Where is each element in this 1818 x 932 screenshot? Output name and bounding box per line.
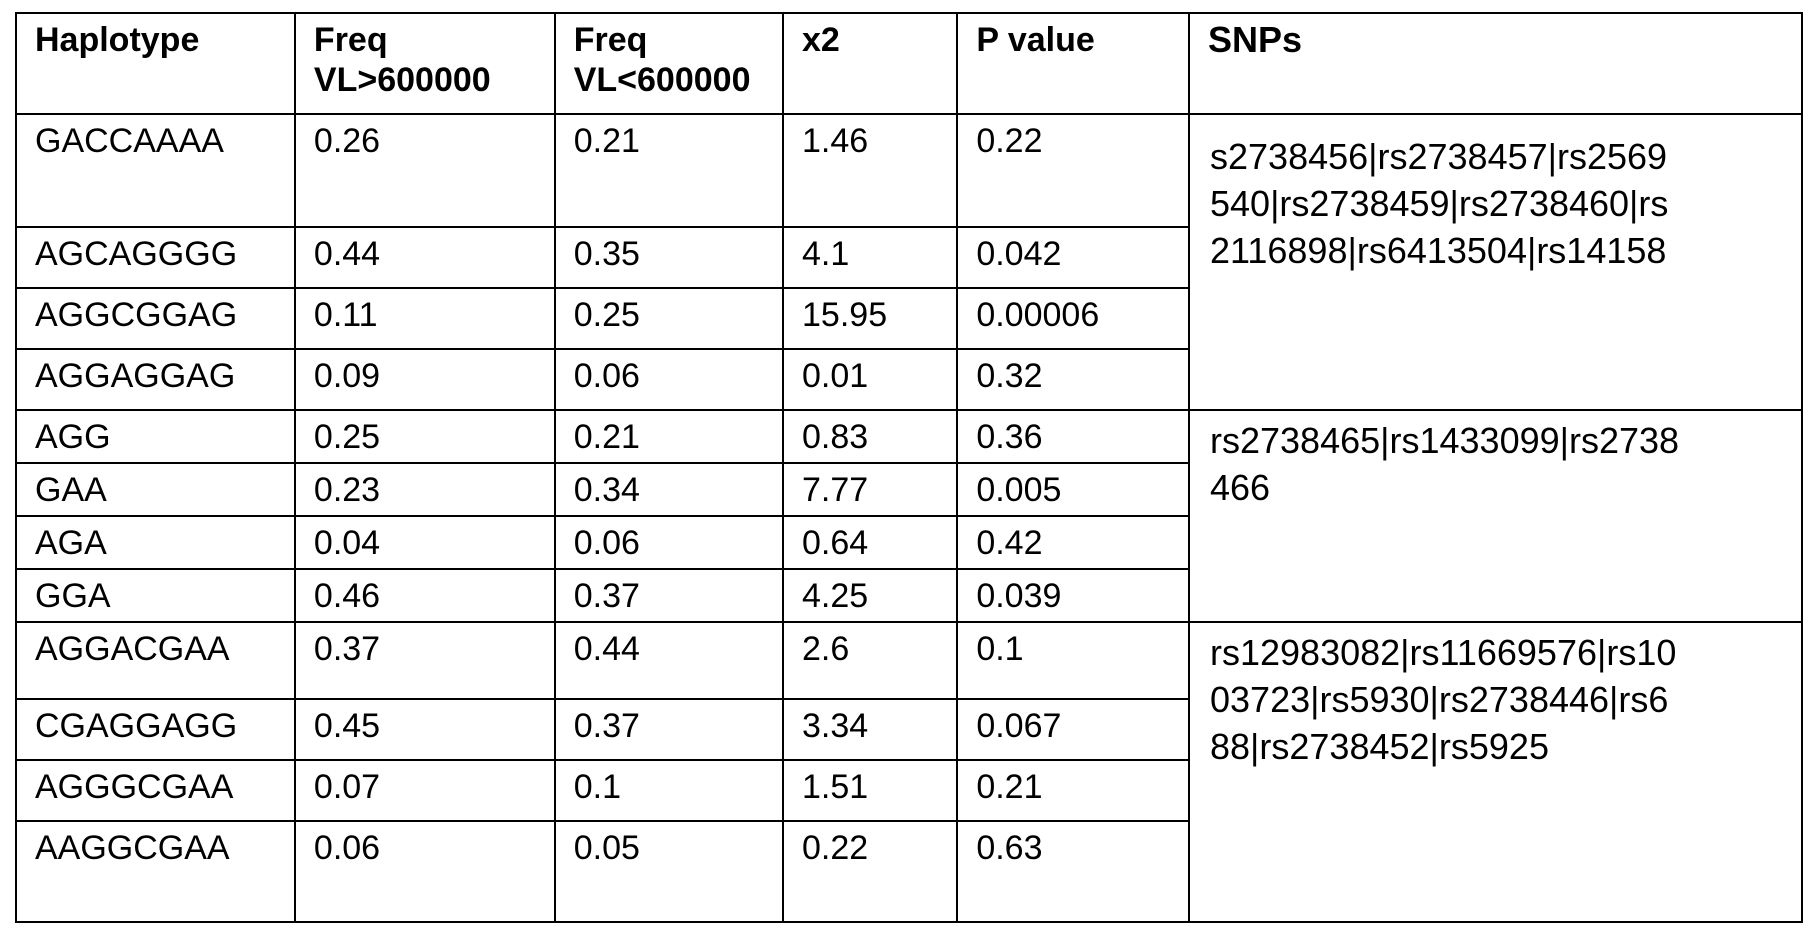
cell-haplotype: AGCAGGGG: [16, 227, 295, 288]
header-haplotype: Haplotype: [16, 13, 295, 114]
snp-group-2-line2: 466: [1210, 464, 1785, 511]
cell-freq-low: 0.21: [555, 114, 783, 227]
cell-freq-low: 0.37: [555, 569, 783, 622]
snp-group-1-line1: s2738456|rs2738457|rs2569: [1210, 133, 1785, 180]
header-freq-low: Freq VL<600000: [555, 13, 783, 114]
cell-freq-high: 0.23: [295, 463, 555, 516]
cell-haplotype: AGG: [16, 410, 295, 463]
cell-x2: 3.34: [783, 699, 957, 760]
cell-p-value: 0.22: [957, 114, 1189, 227]
cell-haplotype: AGA: [16, 516, 295, 569]
snp-group-3: rs12983082|rs11669576|rs10 03723|rs5930|…: [1189, 622, 1802, 922]
cell-freq-low: 0.21: [555, 410, 783, 463]
cell-p-value: 0.42: [957, 516, 1189, 569]
cell-haplotype: GAA: [16, 463, 295, 516]
table-row: AGG 0.25 0.21 0.83 0.36 rs2738465|rs1433…: [16, 410, 1802, 463]
cell-freq-high: 0.09: [295, 349, 555, 410]
cell-freq-low: 0.37: [555, 699, 783, 760]
cell-freq-low: 0.34: [555, 463, 783, 516]
snp-group-2-line1: rs2738465|rs1433099|rs2738: [1210, 417, 1785, 464]
cell-freq-high: 0.26: [295, 114, 555, 227]
cell-x2: 0.22: [783, 821, 957, 922]
cell-freq-high: 0.37: [295, 622, 555, 699]
cell-freq-low: 0.06: [555, 349, 783, 410]
snp-group-3-line1: rs12983082|rs11669576|rs10: [1210, 629, 1785, 676]
header-row: Haplotype Freq VL>600000 Freq VL<600000 …: [16, 13, 1802, 114]
cell-p-value: 0.00006: [957, 288, 1189, 349]
cell-x2: 1.51: [783, 760, 957, 821]
cell-freq-high: 0.45: [295, 699, 555, 760]
snp-group-1-line3: 2116898|rs6413504|rs14158: [1210, 227, 1785, 274]
cell-p-value: 0.63: [957, 821, 1189, 922]
header-p-value: P value: [957, 13, 1189, 114]
cell-x2: 4.1: [783, 227, 957, 288]
cell-freq-low: 0.1: [555, 760, 783, 821]
table-row: AGGACGAA 0.37 0.44 2.6 0.1 rs12983082|rs…: [16, 622, 1802, 699]
cell-p-value: 0.1: [957, 622, 1189, 699]
cell-x2: 0.01: [783, 349, 957, 410]
cell-freq-high: 0.44: [295, 227, 555, 288]
snp-group-3-line3: 88|rs2738452|rs5925: [1210, 723, 1785, 770]
cell-freq-low: 0.06: [555, 516, 783, 569]
header-snps: SNPs: [1189, 13, 1802, 114]
cell-p-value: 0.32: [957, 349, 1189, 410]
cell-x2: 0.64: [783, 516, 957, 569]
snp-group-2: rs2738465|rs1433099|rs2738 466: [1189, 410, 1802, 622]
cell-haplotype: GGA: [16, 569, 295, 622]
cell-freq-high: 0.46: [295, 569, 555, 622]
cell-haplotype: AGGGCGAA: [16, 760, 295, 821]
cell-haplotype: AGGACGAA: [16, 622, 295, 699]
cell-freq-high: 0.06: [295, 821, 555, 922]
haplotype-table: Haplotype Freq VL>600000 Freq VL<600000 …: [15, 12, 1803, 923]
cell-x2: 4.25: [783, 569, 957, 622]
header-freq-high-line1: Freq: [314, 20, 536, 60]
cell-freq-high: 0.07: [295, 760, 555, 821]
cell-freq-low: 0.44: [555, 622, 783, 699]
cell-p-value: 0.067: [957, 699, 1189, 760]
cell-haplotype: CGAGGAGG: [16, 699, 295, 760]
cell-x2: 7.77: [783, 463, 957, 516]
cell-x2: 15.95: [783, 288, 957, 349]
snp-group-3-line2: 03723|rs5930|rs2738446|rs6: [1210, 676, 1785, 723]
cell-freq-low: 0.35: [555, 227, 783, 288]
cell-freq-high: 0.04: [295, 516, 555, 569]
cell-p-value: 0.039: [957, 569, 1189, 622]
header-freq-low-line2: VL<600000: [574, 60, 764, 100]
cell-haplotype: AGGCGGAG: [16, 288, 295, 349]
table-row: GACCAAAA 0.26 0.21 1.46 0.22 s2738456|rs…: [16, 114, 1802, 227]
cell-p-value: 0.042: [957, 227, 1189, 288]
cell-freq-low: 0.05: [555, 821, 783, 922]
snp-group-1: s2738456|rs2738457|rs2569 540|rs2738459|…: [1189, 114, 1802, 410]
header-freq-high: Freq VL>600000: [295, 13, 555, 114]
header-freq-low-line1: Freq: [574, 20, 764, 60]
cell-p-value: 0.21: [957, 760, 1189, 821]
cell-haplotype: AGGAGGAG: [16, 349, 295, 410]
cell-x2: 2.6: [783, 622, 957, 699]
cell-freq-low: 0.25: [555, 288, 783, 349]
cell-freq-high: 0.11: [295, 288, 555, 349]
cell-x2: 0.83: [783, 410, 957, 463]
cell-haplotype: GACCAAAA: [16, 114, 295, 227]
cell-freq-high: 0.25: [295, 410, 555, 463]
header-x2: x2: [783, 13, 957, 114]
header-freq-high-line2: VL>600000: [314, 60, 536, 100]
cell-p-value: 0.005: [957, 463, 1189, 516]
cell-haplotype: AAGGCGAA: [16, 821, 295, 922]
cell-x2: 1.46: [783, 114, 957, 227]
snp-group-1-line2: 540|rs2738459|rs2738460|rs: [1210, 180, 1785, 227]
cell-p-value: 0.36: [957, 410, 1189, 463]
